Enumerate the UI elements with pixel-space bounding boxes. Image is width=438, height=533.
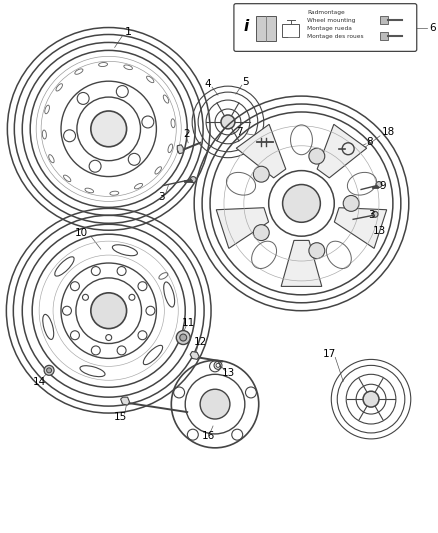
Circle shape: [190, 176, 196, 182]
Text: 3: 3: [158, 192, 165, 203]
Text: 3: 3: [368, 211, 374, 220]
Circle shape: [253, 224, 269, 240]
Text: 16: 16: [201, 431, 215, 441]
Polygon shape: [334, 208, 387, 248]
Polygon shape: [216, 208, 268, 248]
Ellipse shape: [164, 282, 175, 307]
Polygon shape: [317, 124, 367, 178]
Bar: [282, 23, 300, 37]
Circle shape: [343, 196, 359, 212]
Text: Montage rueda: Montage rueda: [307, 26, 352, 31]
Polygon shape: [190, 351, 199, 359]
Text: 2: 2: [183, 129, 190, 139]
FancyBboxPatch shape: [234, 4, 417, 51]
Bar: [256, 15, 276, 42]
Polygon shape: [281, 240, 322, 286]
Polygon shape: [177, 145, 183, 154]
Circle shape: [309, 243, 325, 259]
Bar: [380, 15, 388, 23]
Text: 14: 14: [32, 377, 46, 387]
Circle shape: [176, 330, 190, 344]
Text: 4: 4: [205, 79, 212, 89]
Circle shape: [221, 115, 235, 129]
Text: 15: 15: [114, 412, 127, 422]
Text: Wheel mounting: Wheel mounting: [307, 18, 356, 23]
Ellipse shape: [143, 345, 162, 365]
Text: 18: 18: [382, 127, 396, 137]
Text: Radmontage: Radmontage: [307, 10, 345, 15]
Text: i: i: [243, 19, 248, 34]
Circle shape: [376, 182, 382, 188]
Ellipse shape: [43, 314, 54, 340]
Bar: [380, 33, 388, 41]
Circle shape: [253, 166, 269, 182]
Text: 1: 1: [125, 28, 132, 37]
Circle shape: [91, 111, 127, 147]
Text: 8: 8: [367, 137, 373, 147]
Circle shape: [309, 148, 325, 164]
Circle shape: [283, 184, 320, 222]
Ellipse shape: [80, 366, 105, 377]
Text: 7: 7: [237, 127, 243, 137]
Text: 13: 13: [221, 368, 235, 378]
Text: 5: 5: [243, 77, 249, 87]
Text: 9: 9: [380, 181, 386, 190]
Circle shape: [44, 365, 54, 375]
Circle shape: [363, 391, 379, 407]
Text: 11: 11: [182, 318, 195, 328]
Circle shape: [46, 368, 52, 373]
Text: 10: 10: [74, 228, 88, 238]
Circle shape: [91, 293, 127, 329]
Text: 17: 17: [323, 350, 336, 359]
Text: 13: 13: [372, 226, 385, 236]
Text: 12: 12: [194, 336, 207, 346]
Circle shape: [180, 334, 187, 341]
Text: Montage des roues: Montage des roues: [307, 34, 364, 39]
Circle shape: [372, 212, 378, 217]
Ellipse shape: [55, 257, 74, 276]
Text: 6: 6: [429, 22, 436, 33]
Circle shape: [200, 389, 230, 419]
Polygon shape: [120, 397, 130, 405]
Ellipse shape: [113, 245, 138, 256]
Polygon shape: [236, 124, 286, 178]
